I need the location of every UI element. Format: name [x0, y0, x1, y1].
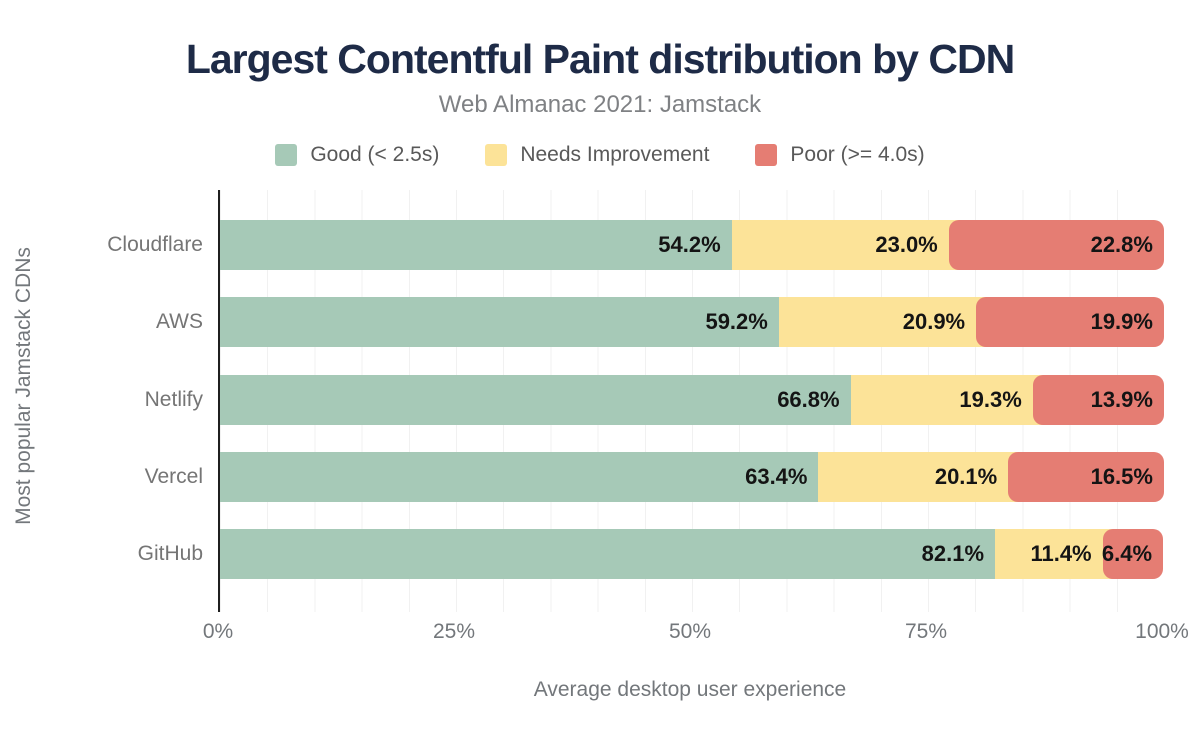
- legend-item-good: Good (< 2.5s): [275, 143, 439, 167]
- legend-swatch-needs-improvement-icon: [485, 144, 508, 166]
- bar-segment[interactable]: 19.3%: [850, 374, 1033, 425]
- chart-legend: Good (< 2.5s) Needs Improvement Poor (>=…: [0, 143, 1200, 167]
- x-axis-label: Average desktop user experience: [533, 678, 847, 701]
- bar-value-label: 13.9%: [1090, 386, 1153, 412]
- bar-value-label: 66.8%: [777, 386, 840, 412]
- bar-segment[interactable]: 11.4%: [995, 529, 1103, 579]
- bar-value-label: 54.2%: [658, 232, 721, 257]
- bar-value-label: 82.1%: [921, 541, 985, 566]
- bar-segment[interactable]: 66.8%: [220, 374, 851, 425]
- bar-value-label: 16.5%: [1090, 463, 1153, 489]
- category-label-vercel: Vercel: [144, 464, 203, 488]
- category-label-cloudflare: Cloudflare: [107, 233, 203, 256]
- bar-segment[interactable]: 63.4%: [220, 451, 819, 502]
- bar-value-label: 20.1%: [934, 463, 998, 489]
- plot-area: 54.2% 23.0% 22.8% 59.2% 20.9% 19.9% 66.8% 19.3%…: [218, 190, 1164, 612]
- bar-segment[interactable]: 59.2%: [220, 297, 779, 348]
- bar-segment[interactable]: 13.9%: [1032, 374, 1164, 425]
- bar-segment[interactable]: 19.9%: [976, 297, 1164, 348]
- legend-item-needs-improvement: Needs Improvement: [485, 143, 709, 167]
- bar-value-label: 19.3%: [959, 386, 1022, 412]
- bar-segment[interactable]: 22.8%: [948, 220, 1164, 270]
- bar-row-github: 82.1% 11.4% 6.4%: [220, 529, 1164, 579]
- chart-title: Largest Contentful Paint distribution by…: [185, 36, 1015, 82]
- x-tick-100pct: 100%: [1135, 620, 1189, 643]
- bar-segment[interactable]: 54.2%: [220, 220, 732, 270]
- bar-value-label: 59.2%: [705, 309, 768, 335]
- legend-label-good: Good (< 2.5s): [310, 143, 440, 166]
- bar-value-label: 63.4%: [745, 463, 808, 489]
- category-label-netlify: Netlify: [144, 387, 203, 411]
- legend-label-needs-improvement: Needs Improvement: [520, 143, 710, 166]
- legend-label-poor: Poor (>= 4.0s): [790, 143, 925, 166]
- bar-segment[interactable]: 23.0%: [731, 220, 949, 270]
- bar-value-label: 20.9%: [902, 309, 966, 335]
- bar-value-label: 23.0%: [875, 232, 938, 257]
- bar-segment[interactable]: 20.9%: [778, 297, 977, 348]
- legend-swatch-poor-icon: [755, 144, 778, 166]
- category-label-github: GitHub: [137, 542, 203, 565]
- legend-item-poor: Poor (>= 4.0s): [755, 143, 925, 167]
- bar-segment[interactable]: 20.1%: [818, 451, 1009, 502]
- bar-segment[interactable]: 82.1%: [220, 529, 996, 579]
- bar-value-label: 22.8%: [1090, 232, 1153, 257]
- bar-row-aws: 59.2% 20.9% 19.9%: [220, 297, 1164, 348]
- x-tick-75pct: 75%: [904, 620, 948, 643]
- bar-value-label: 11.4%: [1030, 541, 1092, 566]
- bar-row-vercel: 63.4% 20.1% 16.5%: [220, 451, 1164, 502]
- bar-segment[interactable]: 16.5%: [1008, 451, 1164, 502]
- bar-row-netlify: 66.8% 19.3% 13.9%: [220, 374, 1164, 425]
- x-tick-25pct: 25%: [432, 620, 476, 643]
- x-tick-0pct: 0%: [202, 620, 234, 643]
- bar-value-label: 19.9%: [1090, 309, 1153, 335]
- x-tick-50pct: 50%: [668, 620, 712, 643]
- bar-segment[interactable]: 6.4%: [1101, 529, 1164, 579]
- bar-value-label: 6.4%: [1101, 541, 1153, 566]
- category-label-aws: AWS: [155, 310, 203, 334]
- legend-swatch-good-icon: [275, 144, 298, 166]
- bar-row-cloudflare: 54.2% 23.0% 22.8%: [220, 220, 1164, 270]
- chart-subtitle: Web Almanac 2021: Jamstack: [438, 91, 762, 118]
